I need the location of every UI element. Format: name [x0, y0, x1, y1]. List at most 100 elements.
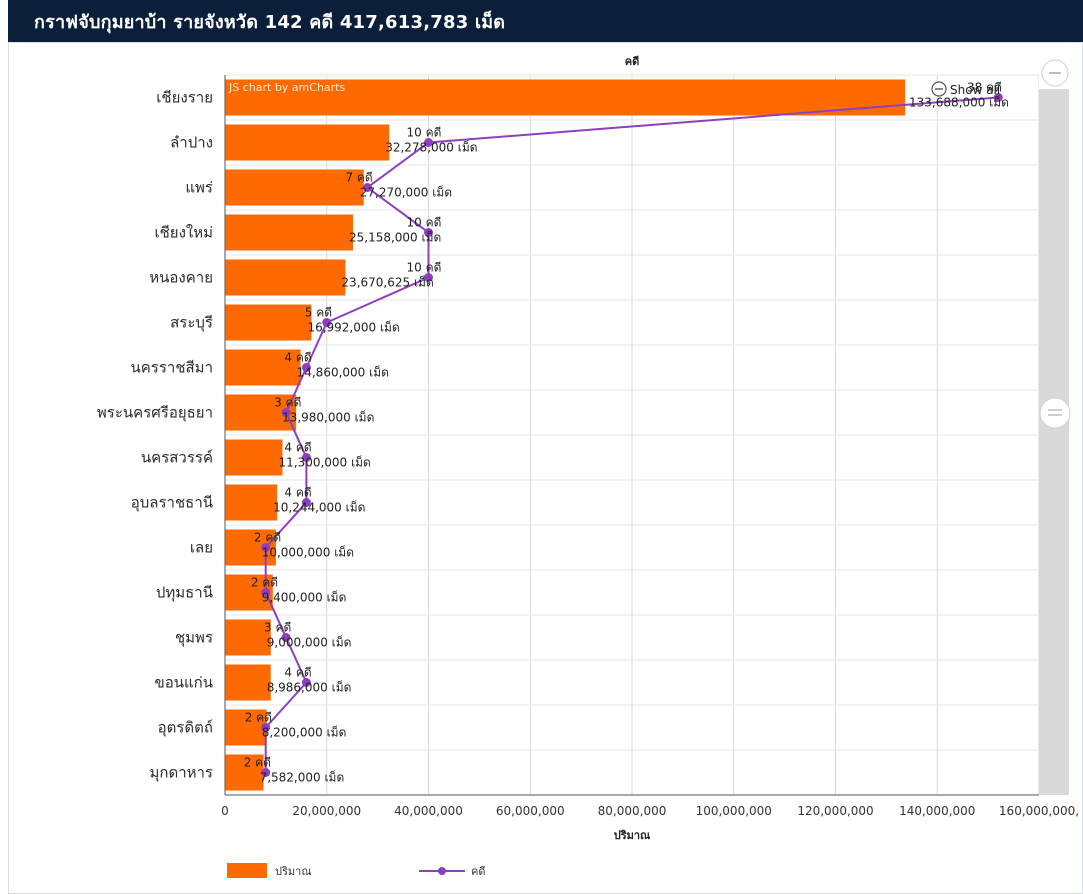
x-tick-label: 140,000,000	[899, 804, 975, 818]
category-label: ขอนแก่น	[154, 674, 213, 692]
quantity-data-label: 8,986,000 เม็ด	[267, 680, 352, 695]
bar[interactable]	[225, 304, 312, 341]
cases-data-label: 4 คดี	[284, 486, 311, 500]
x-tick-label: 120,000,000	[797, 804, 873, 818]
chart-header: กราฟจับกุมยาบ้า รายจังหวัด 142 คดี 417,6…	[8, 0, 1083, 42]
x-tick-label: 40,000,000	[394, 804, 463, 818]
quantity-data-label: 23,670,625 เม็ด	[341, 275, 433, 290]
x-tick-label: 60,000,000	[496, 804, 565, 818]
legend-label-line: คดี	[471, 865, 486, 878]
amcharts-credit[interactable]: JS chart by amCharts	[228, 81, 345, 94]
cases-point[interactable]	[261, 723, 271, 732]
chart: JS chart by amCharts เชียงรายลำปางแพร่เชี…	[97, 55, 1079, 878]
bar[interactable]	[225, 484, 278, 521]
category-label: พระนครศรีอยุธยา	[97, 404, 213, 423]
quantity-data-label: 13,980,000 เม็ด	[282, 410, 374, 425]
quantity-data-label: 9,400,000 เม็ด	[262, 590, 347, 605]
cases-data-label: 2 คดี	[245, 711, 272, 725]
cases-line	[264, 96, 999, 773]
quantity-data-label: 9,000,000 เม็ด	[267, 635, 352, 650]
cases-point[interactable]	[261, 768, 271, 777]
top-axis-title: คดี	[625, 55, 640, 68]
quantity-data-label: 11,300,000 เม็ด	[278, 455, 370, 470]
bar[interactable]	[225, 664, 271, 701]
cases-data-label: 3 คดี	[264, 621, 291, 635]
category-label: ชุมพร	[175, 629, 213, 648]
quantity-data-label: 14,860,000 เม็ด	[297, 365, 389, 380]
cases-point[interactable]	[301, 453, 311, 462]
x-tick-label: 160,000,000,	[999, 804, 1079, 818]
cases-point[interactable]	[301, 678, 311, 687]
bar[interactable]	[225, 439, 283, 476]
cases-point[interactable]	[424, 273, 433, 282]
cases-point[interactable]	[281, 633, 291, 642]
x-tick-label: 100,000,000	[696, 804, 772, 818]
quantity-data-label: 7,582,000 เม็ด	[260, 770, 345, 785]
cases-point[interactable]	[424, 228, 433, 237]
category-label: แพร่	[185, 179, 213, 197]
quantity-data-label: 25,158,000 เม็ด	[349, 230, 441, 245]
cases-data-label: 38 คดี	[967, 81, 1002, 95]
category-label: อุบลราชธานี	[131, 494, 213, 513]
cases-point[interactable]	[281, 408, 291, 417]
category-label: นครราชสีมา	[131, 359, 213, 377]
cases-data-label: 4 คดี	[284, 666, 311, 680]
cases-point[interactable]	[261, 588, 271, 597]
cases-data-label: 5 คดี	[305, 306, 332, 320]
cases-data-label: 2 คดี	[251, 576, 278, 590]
bar[interactable]	[225, 349, 301, 386]
bar[interactable]	[225, 124, 390, 161]
cases-data-label: 2 คดี	[254, 531, 281, 545]
quantity-data-label: 8,200,000 เม็ด	[262, 725, 347, 740]
cases-data-label: 10 คดี	[407, 261, 442, 275]
scrollbar-handle-middle[interactable]	[1039, 397, 1071, 429]
x-tick-label: 20,000,000	[292, 804, 361, 818]
cases-data-label: 10 คดี	[407, 126, 442, 140]
bar[interactable]	[225, 169, 364, 206]
quantity-data-label: 133,688,000 เม็ด	[909, 95, 1009, 110]
chart-panel: JS chart by amCharts เชียงรายลำปางแพร่เชี…	[8, 42, 1083, 894]
legend-swatch-bar[interactable]	[227, 863, 267, 878]
category-label: เชียงใหม่	[154, 224, 213, 242]
category-label: เชียงราย	[156, 89, 213, 107]
category-label: อุตรดิตถ์	[158, 719, 213, 738]
bar[interactable]	[225, 709, 267, 746]
category-label: เลย	[190, 539, 213, 557]
x-axis-title: ปริมาณ	[614, 829, 651, 842]
legend-label-bar: ปริมาณ	[275, 865, 312, 878]
cases-data-label: 3 คดี	[274, 396, 301, 410]
cases-point[interactable]	[322, 318, 332, 327]
bar[interactable]	[225, 79, 906, 116]
category-label: ปทุมธานี	[156, 584, 213, 603]
page-title: กราฟจับกุมยาบ้า รายจังหวัด 142 คดี 417,6…	[34, 11, 506, 33]
show-all-button[interactable]: Show all	[950, 83, 1000, 97]
quantity-data-label: 32,278,000 เม็ด	[385, 140, 477, 155]
cases-data-label: 4 คดี	[284, 441, 311, 455]
bar[interactable]	[225, 214, 353, 251]
bar[interactable]	[225, 619, 271, 656]
scrollbar-track[interactable]	[1039, 75, 1069, 795]
cases-point[interactable]	[301, 363, 311, 372]
bar[interactable]	[225, 754, 264, 791]
category-label: สระบุรี	[170, 314, 213, 333]
cases-data-label: 4 คดี	[284, 351, 311, 365]
cases-point[interactable]	[993, 93, 1003, 102]
bar[interactable]	[225, 259, 346, 296]
cases-point[interactable]	[362, 183, 372, 192]
legend-swatch-dot	[438, 867, 446, 875]
quantity-data-label: 10,244,000 เม็ด	[273, 500, 365, 515]
category-label: มุกดาหาร	[149, 764, 213, 783]
quantity-data-label: 27,270,000 เม็ด	[360, 185, 452, 200]
category-label: นครสวรรค์	[141, 449, 213, 467]
quantity-data-label: 10,000,000 เม็ด	[262, 545, 354, 560]
category-label: ลำปาง	[170, 134, 213, 152]
x-tick-label: 0	[221, 804, 229, 818]
cases-point[interactable]	[424, 138, 433, 147]
cases-point[interactable]	[301, 498, 311, 507]
quantity-data-label: 16,992,000 เม็ด	[307, 320, 399, 335]
x-tick-label: 80,000,000	[598, 804, 667, 818]
cases-data-label: 2 คดี	[244, 756, 271, 770]
cases-data-label: 7 คดี	[345, 171, 372, 185]
cases-point[interactable]	[261, 543, 271, 552]
cases-data-label: 10 คดี	[407, 216, 442, 230]
